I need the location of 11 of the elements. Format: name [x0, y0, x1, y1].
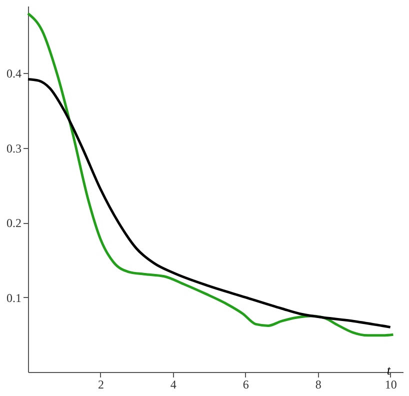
line-series: [26, 12, 394, 337]
y-tick-label: 0.4: [6, 66, 22, 81]
x-tick-label: 2: [98, 378, 104, 392]
x-tick-label: 8: [315, 378, 322, 392]
line-series: [26, 78, 392, 328]
x-tick-label: 10: [384, 378, 397, 392]
y-tick-label: 0.3: [6, 141, 22, 156]
y-tick-label: 0.1: [6, 290, 22, 305]
x-tick-label: 6: [242, 378, 249, 392]
x-tick-label: 4: [170, 378, 176, 392]
y-tick-label: 0.2: [6, 216, 22, 230]
